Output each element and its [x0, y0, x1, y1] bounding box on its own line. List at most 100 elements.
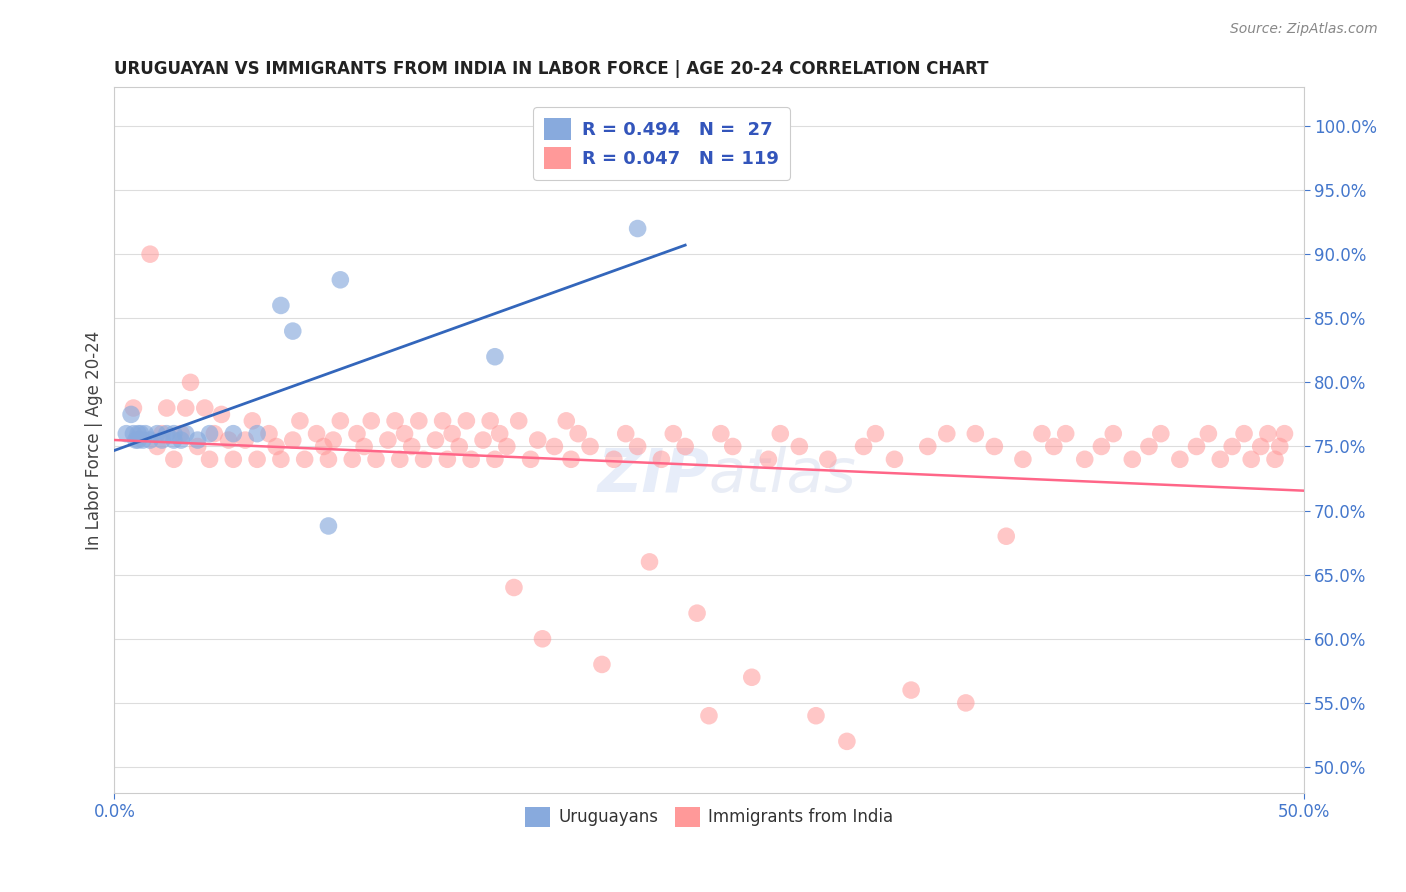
Point — [318, 452, 340, 467]
Point — [246, 426, 269, 441]
Point — [288, 414, 311, 428]
Point — [579, 440, 602, 454]
Point — [1250, 440, 1272, 454]
Point — [384, 414, 406, 428]
Point — [543, 440, 565, 454]
Point — [163, 452, 186, 467]
Point — [758, 452, 780, 467]
Point — [456, 414, 478, 428]
Point — [955, 696, 977, 710]
Point — [1220, 440, 1243, 454]
Point — [1240, 452, 1263, 467]
Point — [1150, 426, 1173, 441]
Point — [484, 452, 506, 467]
Point — [1257, 426, 1279, 441]
Point — [209, 408, 232, 422]
Point — [710, 426, 733, 441]
Point — [139, 433, 162, 447]
Point — [222, 452, 245, 467]
Point — [240, 414, 263, 428]
Point — [883, 452, 905, 467]
Point — [835, 734, 858, 748]
Point — [449, 440, 471, 454]
Point — [1090, 440, 1112, 454]
Point — [115, 426, 138, 441]
Text: atlas: atlas — [709, 446, 856, 505]
Point — [555, 414, 578, 428]
Point — [364, 452, 387, 467]
Point — [638, 555, 661, 569]
Text: URUGUAYAN VS IMMIGRANTS FROM INDIA IN LABOR FORCE | AGE 20-24 CORRELATION CHART: URUGUAYAN VS IMMIGRANTS FROM INDIA IN LA… — [114, 60, 988, 78]
Point — [995, 529, 1018, 543]
Point — [360, 414, 382, 428]
Point — [198, 426, 221, 441]
Point — [567, 426, 589, 441]
Point — [394, 426, 416, 441]
Point — [122, 401, 145, 415]
Point — [180, 376, 202, 390]
Text: Source: ZipAtlas.com: Source: ZipAtlas.com — [1230, 22, 1378, 37]
Point — [163, 426, 186, 441]
Point — [281, 324, 304, 338]
Point — [163, 433, 186, 447]
Point — [1185, 440, 1208, 454]
Point — [935, 426, 957, 441]
Point — [769, 426, 792, 441]
Point — [170, 433, 193, 447]
Point — [697, 708, 720, 723]
Point — [270, 298, 292, 312]
Point — [1274, 426, 1296, 441]
Point — [139, 247, 162, 261]
Point — [202, 426, 225, 441]
Point — [187, 440, 209, 454]
Point — [626, 221, 648, 235]
Point — [425, 433, 447, 447]
Point — [817, 452, 839, 467]
Point — [1031, 426, 1053, 441]
Point — [233, 433, 256, 447]
Point — [150, 433, 173, 447]
Point — [305, 426, 328, 441]
Point — [1264, 452, 1286, 467]
Point — [329, 414, 352, 428]
Point — [965, 426, 987, 441]
Point — [591, 657, 613, 672]
Point — [1233, 426, 1256, 441]
Point — [686, 606, 709, 620]
Point — [408, 414, 430, 428]
Point — [346, 426, 368, 441]
Point — [865, 426, 887, 441]
Point — [342, 452, 364, 467]
Point — [127, 426, 149, 441]
Point — [125, 433, 148, 447]
Point — [401, 440, 423, 454]
Point — [146, 440, 169, 454]
Point — [156, 401, 179, 415]
Y-axis label: In Labor Force | Age 20-24: In Labor Force | Age 20-24 — [86, 330, 103, 549]
Point — [526, 433, 548, 447]
Point — [120, 408, 142, 422]
Point — [662, 426, 685, 441]
Point — [1209, 452, 1232, 467]
Point — [1168, 452, 1191, 467]
Point — [721, 440, 744, 454]
Point — [294, 452, 316, 467]
Point — [412, 452, 434, 467]
Point — [560, 452, 582, 467]
Point — [531, 632, 554, 646]
Point — [129, 426, 152, 441]
Point — [436, 452, 458, 467]
Point — [614, 426, 637, 441]
Point — [353, 440, 375, 454]
Point — [150, 426, 173, 441]
Point — [122, 426, 145, 441]
Point — [187, 433, 209, 447]
Text: ZIP: ZIP — [598, 446, 709, 505]
Point — [312, 440, 335, 454]
Point — [329, 273, 352, 287]
Point — [127, 433, 149, 447]
Point — [222, 426, 245, 441]
Point — [603, 452, 626, 467]
Point — [322, 433, 344, 447]
Point — [479, 414, 502, 428]
